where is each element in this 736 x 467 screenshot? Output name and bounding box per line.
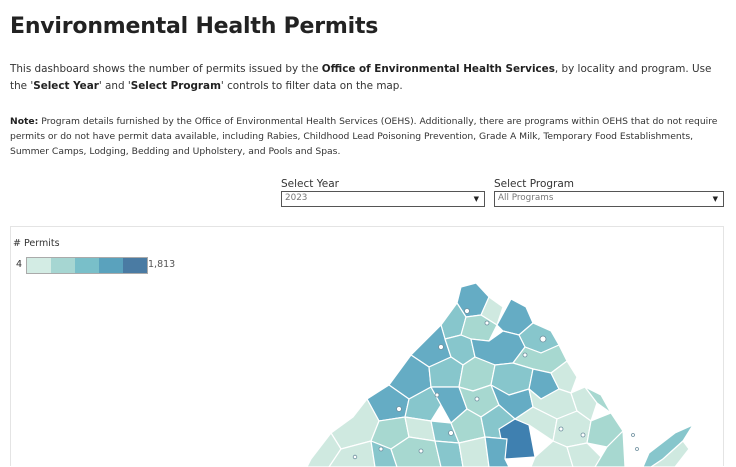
map-city bbox=[474, 396, 480, 402]
page-title: Environmental Health Permits bbox=[10, 14, 379, 39]
intro-segment: ' and ' bbox=[98, 80, 131, 92]
program-filter: Select Program All Programs ▼ bbox=[494, 178, 724, 207]
intro-select-program-ref: Select Program bbox=[130, 80, 221, 92]
map-panel: # Permits 4 1,813 bbox=[10, 226, 725, 467]
map-city bbox=[464, 308, 470, 314]
virginia-locality-map[interactable] bbox=[11, 227, 725, 467]
program-filter-label: Select Program bbox=[494, 178, 575, 190]
chevron-down-icon: ▼ bbox=[473, 195, 479, 203]
map-locality bbox=[484, 436, 510, 467]
legend-swatch bbox=[51, 258, 75, 273]
legend-swatch bbox=[75, 258, 99, 273]
map-city bbox=[631, 433, 635, 437]
legend-color-scale bbox=[26, 257, 148, 274]
note-text: Note: Program details furnished by the O… bbox=[10, 114, 726, 159]
map-city bbox=[635, 447, 639, 451]
map-city bbox=[484, 320, 490, 326]
map-city bbox=[448, 430, 454, 436]
map-locality bbox=[566, 442, 602, 467]
intro-segment: ' controls to filter data on the map. bbox=[220, 80, 403, 92]
map-locality bbox=[550, 360, 578, 394]
map-city bbox=[418, 448, 424, 454]
year-select-value: 2023 bbox=[285, 193, 308, 203]
legend-swatch bbox=[123, 258, 147, 273]
map-city bbox=[434, 392, 440, 398]
map-city bbox=[396, 406, 402, 412]
chevron-down-icon: ▼ bbox=[712, 195, 718, 203]
map-city bbox=[438, 344, 444, 350]
map-city bbox=[378, 446, 384, 452]
map-city bbox=[352, 454, 358, 460]
intro-segment: , by locality and program. Use the ' bbox=[10, 63, 712, 92]
map-city bbox=[558, 426, 564, 432]
map-locality bbox=[570, 386, 598, 422]
intro-office-name: Office of Environmental Health Services bbox=[321, 63, 555, 75]
intro-segment: This dashboard shows the number of permi… bbox=[10, 63, 322, 75]
program-select-value: All Programs bbox=[498, 193, 554, 203]
program-select[interactable]: All Programs ▼ bbox=[494, 191, 724, 207]
note-body: Program details furnished by the Office … bbox=[10, 116, 718, 157]
year-filter: Select Year 2023 ▼ bbox=[281, 178, 485, 207]
map-city bbox=[580, 432, 586, 438]
note-label: Note: bbox=[10, 116, 39, 127]
legend-swatch bbox=[27, 258, 51, 273]
map-locality bbox=[458, 436, 490, 467]
legend-max: 1,813 bbox=[148, 259, 176, 270]
year-select[interactable]: 2023 ▼ bbox=[281, 191, 485, 207]
intro-text: This dashboard shows the number of permi… bbox=[10, 61, 726, 95]
legend-min: 4 bbox=[16, 259, 23, 270]
map-locality bbox=[404, 386, 442, 422]
year-filter-label: Select Year bbox=[281, 178, 339, 190]
intro-select-year-ref: Select Year bbox=[33, 80, 99, 92]
map-city bbox=[522, 352, 528, 358]
legend-swatch bbox=[99, 258, 123, 273]
legend-title: # Permits bbox=[13, 238, 60, 249]
map-city bbox=[539, 335, 547, 343]
